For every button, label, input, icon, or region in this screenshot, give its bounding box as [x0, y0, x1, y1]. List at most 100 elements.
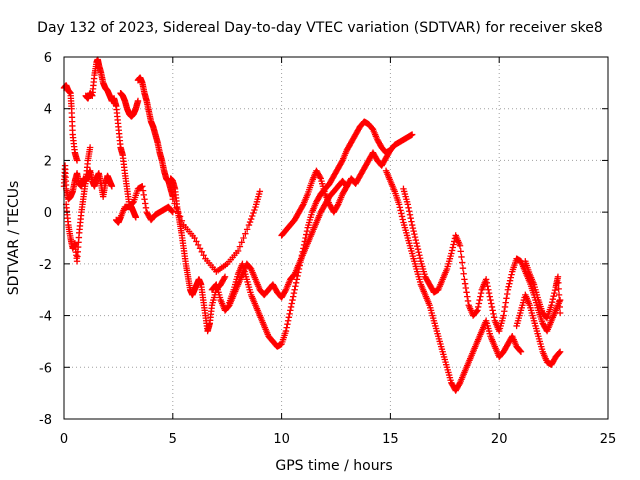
data-point — [302, 234, 309, 242]
series-track-g — [113, 183, 176, 226]
data-point — [477, 289, 485, 297]
y-tick-label: -2 — [39, 258, 52, 273]
data-point — [287, 307, 294, 314]
data-point — [548, 299, 556, 306]
data-point — [193, 238, 200, 245]
data-point — [556, 297, 563, 305]
series-track-a — [60, 162, 116, 203]
y-tick-label: 2 — [44, 154, 52, 169]
data-point — [456, 380, 463, 388]
data-point — [501, 308, 508, 315]
data-point — [416, 252, 423, 259]
data-point — [460, 270, 467, 277]
data-point — [284, 320, 291, 328]
data-point — [490, 310, 497, 318]
x-tick-label: 10 — [273, 432, 290, 447]
data-point — [286, 310, 293, 318]
data-point — [475, 300, 483, 307]
data-point — [503, 295, 510, 302]
data-point — [251, 206, 258, 214]
data-point — [408, 131, 416, 138]
data-point — [502, 299, 509, 306]
data-point — [463, 289, 470, 296]
data-point — [549, 295, 557, 303]
data-point — [221, 274, 228, 282]
data-point — [456, 242, 464, 249]
data-point — [139, 187, 147, 194]
data-point — [406, 211, 414, 218]
data-point — [461, 276, 468, 283]
data-point — [282, 287, 289, 295]
data-point — [461, 280, 469, 287]
data-point — [489, 307, 496, 314]
data-point — [416, 255, 424, 262]
data-point — [464, 293, 471, 300]
data-point — [175, 208, 182, 216]
data-point — [194, 241, 202, 249]
data-point — [551, 289, 558, 297]
data-point — [240, 234, 247, 242]
data-point — [108, 183, 116, 190]
data-point — [556, 296, 564, 304]
x-axis-label: GPS time / hours — [275, 458, 392, 474]
data-point — [450, 241, 457, 248]
data-point — [413, 239, 420, 247]
data-point — [290, 289, 298, 297]
data-point — [285, 314, 293, 321]
data-point — [406, 208, 413, 215]
data-point — [484, 283, 491, 290]
data-point — [448, 247, 456, 254]
data-point — [458, 253, 465, 261]
data-point — [408, 218, 415, 225]
data-point — [448, 250, 455, 257]
data-point — [490, 314, 498, 321]
y-axis-label: SDTVAR / TECUs — [6, 181, 22, 296]
data-point — [517, 348, 525, 355]
data-point — [504, 286, 512, 293]
data-point — [297, 255, 305, 262]
data-point — [397, 207, 404, 214]
data-point — [411, 230, 418, 238]
data-point — [294, 272, 301, 280]
data-point — [449, 244, 456, 251]
data-point — [250, 209, 257, 217]
data-point — [555, 285, 562, 293]
y-tick-label: -8 — [39, 413, 52, 428]
plot-frame — [63, 56, 609, 420]
series-track-j — [208, 177, 351, 314]
data-point — [464, 297, 472, 305]
data-point — [245, 221, 253, 229]
data-point — [196, 245, 204, 252]
series-track-o — [513, 291, 564, 368]
data-point — [473, 308, 480, 315]
data-point — [299, 202, 306, 209]
data-point — [554, 273, 562, 280]
data-point — [132, 214, 140, 221]
series-track-d — [82, 56, 140, 221]
data-point — [256, 188, 264, 195]
data-point — [171, 200, 178, 207]
data-point — [221, 273, 229, 280]
data-point — [474, 303, 482, 311]
data-point — [485, 286, 492, 293]
data-point — [459, 264, 467, 272]
x-tick-label: 15 — [382, 432, 399, 447]
data-point — [503, 290, 511, 298]
data-point — [334, 202, 341, 209]
data-point — [408, 221, 416, 229]
data-point — [169, 208, 176, 216]
data-point — [476, 296, 483, 304]
data-point — [129, 199, 137, 206]
data-point — [191, 234, 198, 242]
data-point — [486, 293, 493, 300]
series-track-l — [278, 146, 394, 239]
data-point — [551, 286, 559, 294]
series-track-m — [382, 167, 525, 394]
data-point — [488, 300, 495, 307]
data-point — [543, 314, 550, 321]
data-point — [412, 236, 419, 244]
data-point — [555, 291, 563, 299]
data-point — [301, 238, 309, 245]
data-point — [398, 213, 406, 220]
